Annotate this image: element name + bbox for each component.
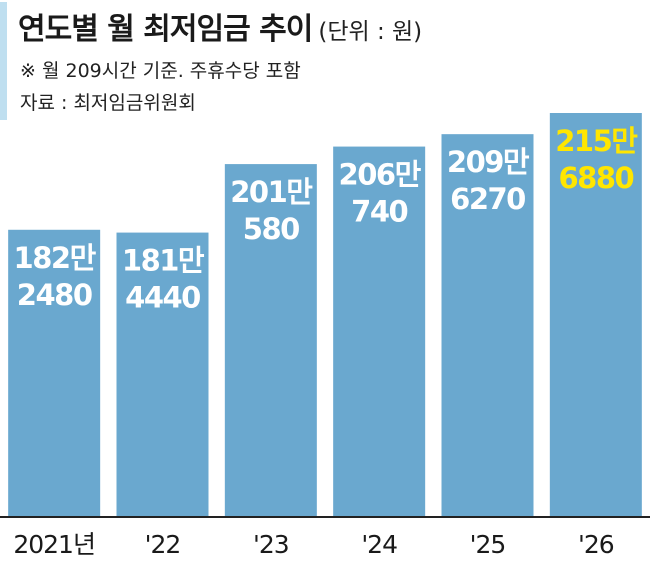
x-tick-label-3: '24 [361,530,397,559]
bar-0 [8,229,101,518]
bar-value-label-2-1: 580 [243,212,299,246]
x-tick-label-4: '25 [470,530,506,559]
bar-value-label-4-0: 209만 [447,145,530,179]
basis-note: ※ 월 209시간 기준. 주휴수당 포함 [20,60,301,82]
bar-value-label-1-0: 181만 [122,244,205,278]
bar-value-label-3-0: 206만 [339,158,422,192]
x-tick-label-1: '22 [145,530,181,559]
bar-1 [116,232,209,517]
bar-value-label-5-0: 215만 [555,124,638,158]
x-tick-label-5: '26 [578,530,614,559]
bar-value-label-3-1: 740 [351,195,407,229]
chart-header: 연도별 월 최저임금 추이 (단위 : 원) ※ 월 209시간 기준. 주휴수당… [0,0,650,125]
bar-value-label-0-0: 182만 [14,241,97,275]
bar-value-label-4-1: 6270 [450,182,525,216]
bar-value-label-5-1: 6880 [558,161,633,195]
x-tick-label-0: 2021년 [13,530,95,559]
bar-value-label-0-1: 2480 [17,278,92,312]
chart-title: 연도별 월 최저임금 추이 (단위 : 원) [18,4,422,48]
accent-bar [0,2,7,120]
bar-3 [333,146,426,517]
bar-value-label-2-0: 201만 [230,175,313,209]
bar-2 [224,164,317,517]
bar-value-label-1-1: 4440 [125,281,200,315]
bar-4 [441,134,534,517]
source-note: 자료 : 최저임금위원회 [20,92,196,114]
unit-label: (단위 : 원) [318,19,423,45]
bar-5 [549,113,642,517]
x-tick-label-2: '23 [253,530,289,559]
title-text: 연도별 월 최저임금 추이 [18,12,313,47]
